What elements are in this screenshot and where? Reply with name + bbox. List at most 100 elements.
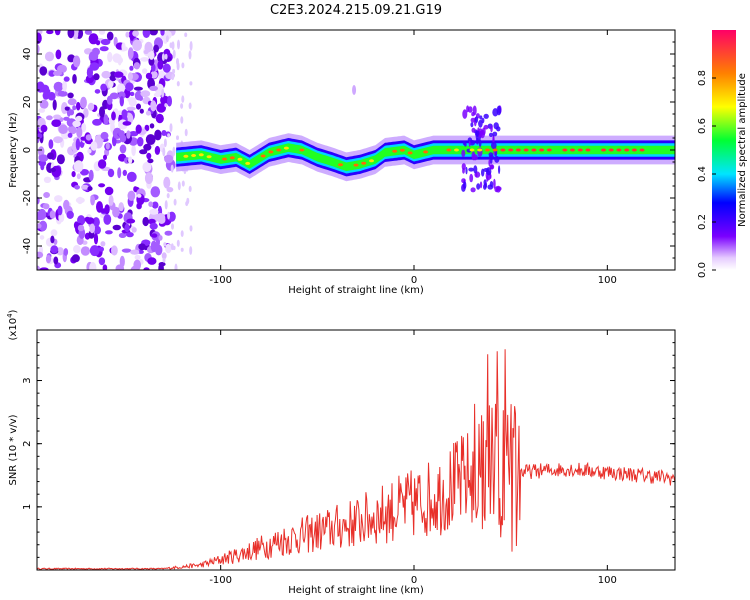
noise-blob [138,243,146,251]
noise-blob [177,181,181,191]
ridge-hotspot [531,148,537,152]
noise-blob [170,164,174,173]
colorbar-tick-label: 0.0 [697,262,708,278]
ridge-hotspot [276,148,282,152]
burst-blob [479,181,483,189]
figure-title: C2E3.2024.215.09.21.G19 [270,3,442,18]
noise-blob [151,201,159,209]
noise-blob [39,99,49,109]
noise-blob [133,259,141,270]
noise-blob [53,81,64,92]
noise-blob [93,233,99,245]
ridge-hotspot [183,154,189,158]
snr-scale-note: (x104) [6,309,19,340]
spectrogram-x-tick-label: 0 [411,275,417,286]
noise-blob [142,216,149,227]
noise-blob [89,223,95,234]
noise-blob [138,95,143,101]
ridge-hotspot [477,148,483,152]
burst-blob [492,135,495,144]
noise-blob [154,145,161,155]
burst-blob [490,157,493,164]
noise-blob [43,192,50,198]
noise-blob [167,211,171,220]
noise-blob [118,202,124,212]
noise-blob [75,115,83,122]
ridge-hotspot [500,148,506,152]
noise-blob [125,82,134,92]
noise-blob [176,81,180,87]
noise-blob [71,171,76,178]
ridge-hotspot [515,148,521,152]
noise-blob [87,149,92,154]
noise-blob [49,210,56,219]
noise-blob [188,185,192,192]
noise-blob [53,114,62,120]
noise-blob [37,133,43,139]
snr-x-tick-label: 100 [598,575,617,586]
noise-blob [53,256,59,265]
noise-blob [142,161,152,173]
noise-blob [140,57,150,62]
noise-blob [171,223,174,230]
noise-blob [80,169,89,176]
noise-blob [97,159,107,169]
noise-blob [92,118,102,126]
burst-blob [473,165,478,174]
noise-blob [128,156,133,164]
noise-blob [63,199,70,211]
noise-blob [98,183,106,188]
spectrogram-y-ticks: -40 -20 0 20 40 [22,29,675,271]
noise-blob [66,210,74,219]
noise-blob [103,154,107,160]
ridge-hotspot [616,148,622,152]
burst-blob [486,175,489,182]
noise-blob [142,30,151,38]
noise-blob [171,73,175,81]
snr-y-axis-label: SNR (10 * v/v) [8,414,19,485]
snr-x-tick-label: -100 [209,575,232,586]
noise-blob [81,184,89,190]
noise-blob [95,40,101,46]
noise-blob [176,135,179,140]
noise-blob [124,223,130,233]
noise-blob [72,74,77,84]
noise-blob [119,144,127,154]
noise-blob [160,95,170,106]
ridge-hotspot [392,149,398,153]
burst-blob [471,151,476,161]
noise-blob [89,51,99,61]
noise-blob [47,91,56,101]
noise-blob [57,205,63,216]
noise-blob [80,96,87,109]
noise-blob [46,30,54,35]
noise-blob [103,214,112,225]
noise-blob [128,131,139,137]
spectrogram-signal-ridge [176,85,675,193]
burst-blob [470,187,476,193]
noise-blob [139,149,148,155]
noise-blob [111,245,118,256]
noise-blob [108,80,114,89]
noise-blob [164,200,168,210]
ridge-hotspot [222,157,227,161]
burst-blob [463,181,467,190]
ridge-hotspot [523,148,529,152]
noise-blob [145,110,151,116]
noise-blob [67,92,74,99]
ridge-hotspot [245,161,251,165]
noise-blob [164,154,174,164]
burst-blob [475,130,480,137]
noise-blob [37,223,42,229]
burst-blob [461,149,466,158]
spectrogram-y-tick-label: 0 [22,147,33,153]
ridge-hotspot [229,156,235,160]
noise-blob [62,80,67,92]
burst-blob [489,174,492,179]
noise-blob [188,102,192,110]
ridge-hotspot [206,155,212,159]
noise-blob [81,122,87,133]
noise-blob [119,255,125,268]
noise-blob [163,176,171,189]
noise-blob [44,51,55,62]
